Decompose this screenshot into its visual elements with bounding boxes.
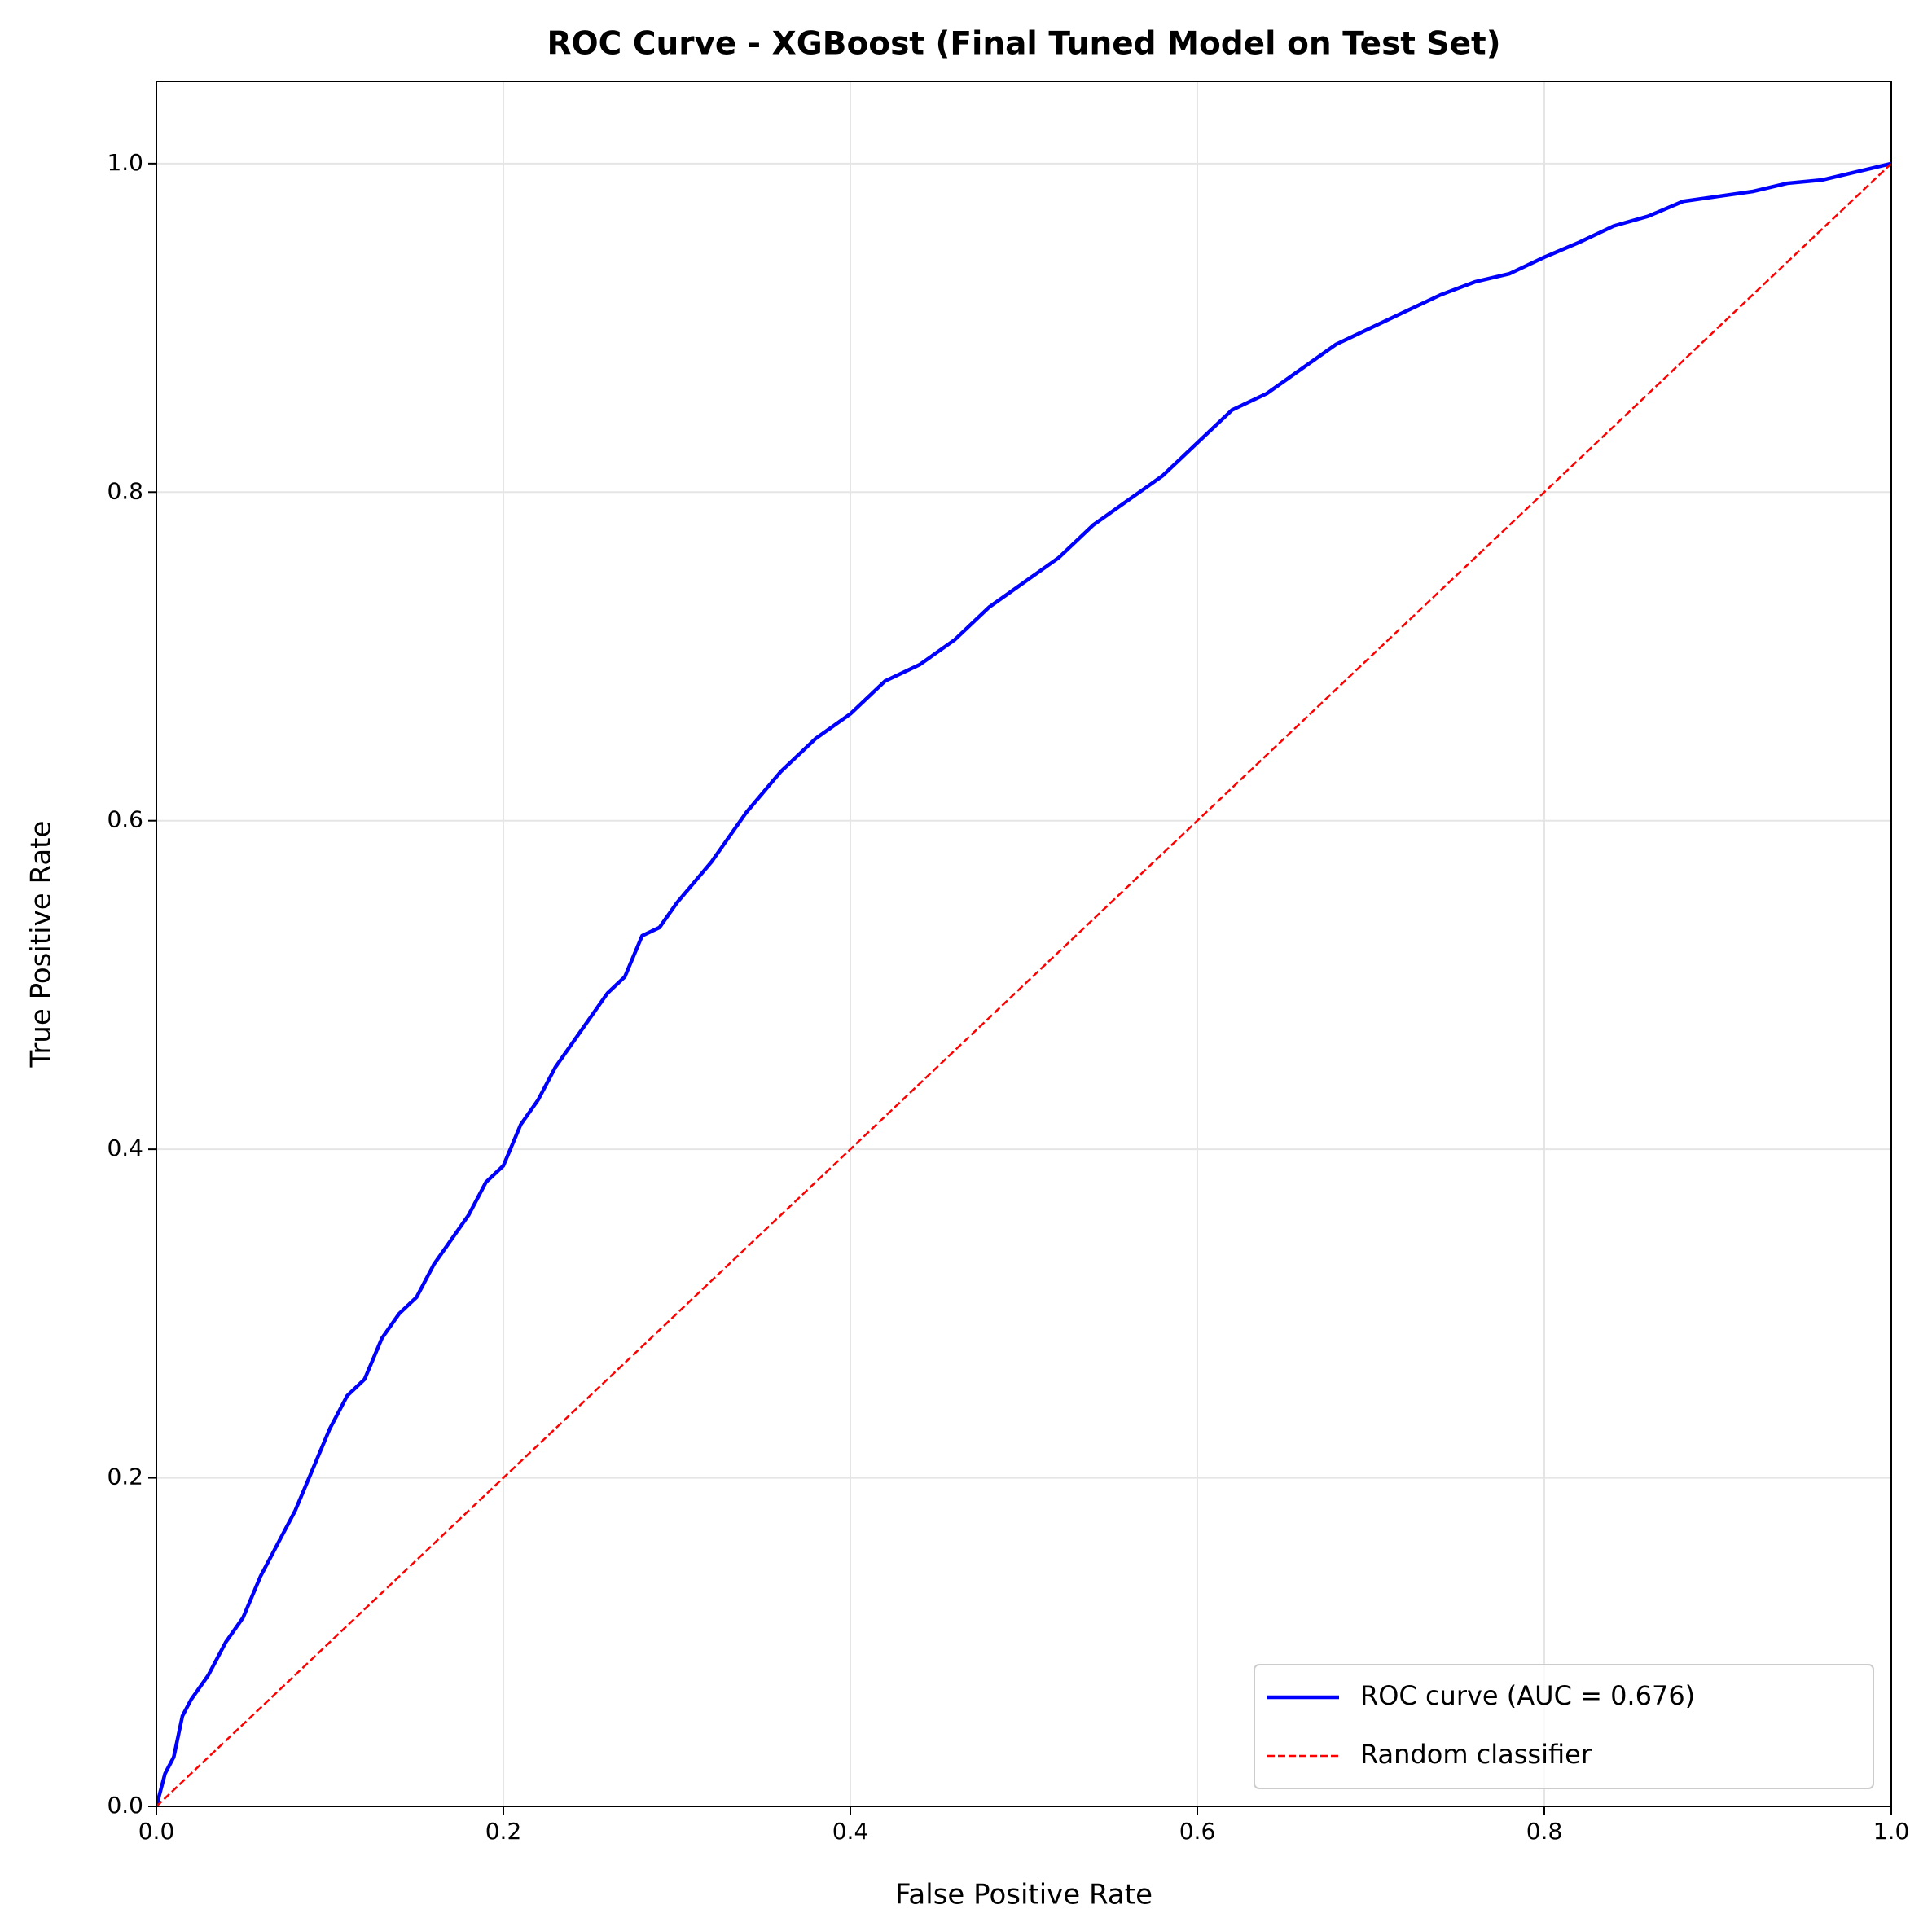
axes-frame [156, 81, 1892, 1807]
x-tick-label: 0.8 [1526, 1818, 1563, 1845]
series-line [156, 162, 1891, 1806]
y-tick-label: 0.2 [107, 1464, 143, 1490]
y-tick-label: 0.4 [107, 1134, 143, 1161]
y-tick-label: 0.0 [107, 1792, 143, 1819]
series-line [156, 161, 1891, 1806]
x-tick-label: 1.0 [1873, 1818, 1910, 1845]
ticks: 0.0 0.2 0.4 0.6 0.8 1.0 0.0 0.2 0.4 0.6 0.8 1.0 [107, 149, 1909, 1845]
x-tick-label: 0.4 [832, 1818, 869, 1845]
plot-area [156, 161, 1891, 1806]
x-axis-label: False Positive Rate [895, 1879, 1153, 1911]
legend-label: Random classifier [1360, 1739, 1592, 1770]
chart-title: ROC Curve - XGBoost (Final Tuned Model o… [547, 26, 1500, 63]
x-tick-label: 0.6 [1179, 1818, 1216, 1845]
y-axis-label: True Positive Rate [25, 821, 58, 1069]
x-tick-label: 0.2 [485, 1818, 522, 1845]
x-tick-label: 0.0 [138, 1818, 175, 1845]
y-tick-label: 1.0 [107, 149, 143, 176]
y-tick-label: 0.6 [107, 806, 143, 833]
legend-label: ROC curve (AUC = 0.676) [1360, 1680, 1695, 1711]
legend: ROC curve (AUC = 0.676) Random classifier [1254, 1664, 1874, 1789]
legend-box [1254, 1664, 1874, 1789]
y-tick-label: 0.8 [107, 477, 143, 504]
